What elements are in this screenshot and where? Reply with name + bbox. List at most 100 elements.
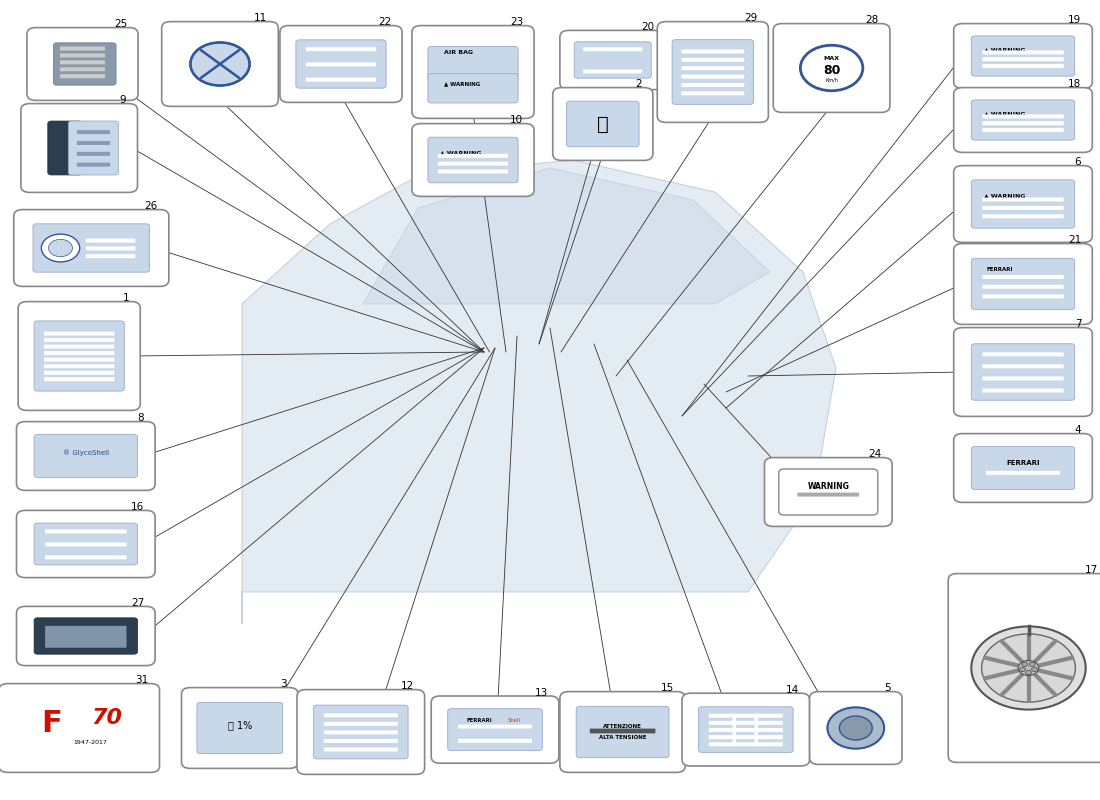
FancyBboxPatch shape — [954, 166, 1092, 242]
FancyBboxPatch shape — [448, 709, 542, 750]
FancyBboxPatch shape — [306, 78, 376, 82]
FancyBboxPatch shape — [982, 128, 1064, 132]
FancyBboxPatch shape — [44, 378, 114, 382]
Circle shape — [827, 707, 884, 749]
FancyBboxPatch shape — [681, 74, 745, 78]
Text: AIR BAG: AIR BAG — [443, 50, 473, 55]
FancyBboxPatch shape — [798, 493, 859, 497]
FancyBboxPatch shape — [34, 321, 124, 391]
Text: 25: 25 — [113, 19, 127, 29]
Text: 11: 11 — [254, 13, 267, 23]
FancyBboxPatch shape — [954, 23, 1092, 88]
Circle shape — [48, 239, 73, 257]
FancyBboxPatch shape — [182, 687, 298, 768]
Text: 6: 6 — [1075, 157, 1081, 167]
FancyBboxPatch shape — [982, 352, 1064, 356]
FancyBboxPatch shape — [773, 23, 890, 112]
FancyBboxPatch shape — [77, 130, 110, 134]
FancyBboxPatch shape — [60, 46, 104, 50]
Text: 18: 18 — [1068, 79, 1081, 90]
FancyBboxPatch shape — [708, 742, 783, 746]
Text: 10: 10 — [510, 115, 524, 125]
FancyBboxPatch shape — [45, 555, 126, 559]
FancyBboxPatch shape — [971, 258, 1075, 310]
FancyBboxPatch shape — [297, 690, 425, 774]
Text: 26: 26 — [144, 202, 158, 211]
FancyBboxPatch shape — [458, 725, 532, 729]
FancyBboxPatch shape — [438, 162, 508, 166]
FancyBboxPatch shape — [21, 104, 138, 193]
FancyBboxPatch shape — [982, 206, 1064, 210]
Text: 8: 8 — [138, 414, 144, 423]
Text: 28: 28 — [866, 15, 879, 25]
FancyBboxPatch shape — [279, 26, 403, 102]
Text: 13: 13 — [535, 687, 548, 698]
FancyBboxPatch shape — [77, 152, 110, 156]
FancyBboxPatch shape — [583, 47, 642, 51]
FancyBboxPatch shape — [708, 714, 783, 718]
FancyBboxPatch shape — [411, 123, 534, 196]
FancyBboxPatch shape — [34, 618, 138, 654]
Text: 20: 20 — [641, 22, 654, 32]
FancyBboxPatch shape — [0, 683, 160, 773]
FancyBboxPatch shape — [810, 691, 902, 765]
FancyBboxPatch shape — [45, 640, 126, 648]
FancyBboxPatch shape — [26, 27, 139, 100]
Polygon shape — [363, 168, 770, 304]
FancyBboxPatch shape — [583, 70, 642, 74]
Circle shape — [1019, 661, 1038, 675]
FancyBboxPatch shape — [431, 696, 559, 763]
FancyBboxPatch shape — [86, 238, 135, 242]
FancyBboxPatch shape — [971, 100, 1075, 140]
Circle shape — [42, 234, 79, 262]
FancyBboxPatch shape — [53, 43, 117, 85]
FancyBboxPatch shape — [68, 121, 119, 175]
FancyBboxPatch shape — [982, 114, 1064, 118]
Text: 31: 31 — [135, 675, 149, 685]
FancyBboxPatch shape — [44, 345, 114, 349]
Text: FERRARI: FERRARI — [987, 267, 1013, 272]
FancyBboxPatch shape — [682, 693, 810, 766]
FancyBboxPatch shape — [45, 633, 126, 641]
Text: 16: 16 — [131, 502, 144, 512]
FancyBboxPatch shape — [438, 154, 508, 158]
FancyBboxPatch shape — [982, 389, 1064, 393]
Circle shape — [1022, 662, 1027, 666]
Text: 3: 3 — [280, 679, 287, 689]
FancyBboxPatch shape — [708, 735, 783, 739]
Text: Km/h: Km/h — [825, 78, 838, 83]
FancyBboxPatch shape — [34, 434, 138, 478]
FancyBboxPatch shape — [982, 198, 1064, 202]
FancyBboxPatch shape — [982, 364, 1064, 368]
Text: 27: 27 — [131, 598, 144, 608]
Text: ▲ WARNING: ▲ WARNING — [443, 82, 480, 86]
FancyBboxPatch shape — [47, 121, 82, 175]
FancyBboxPatch shape — [764, 458, 892, 526]
FancyBboxPatch shape — [44, 351, 114, 355]
FancyBboxPatch shape — [574, 42, 651, 78]
FancyBboxPatch shape — [45, 530, 126, 534]
FancyBboxPatch shape — [14, 210, 169, 286]
FancyBboxPatch shape — [560, 691, 685, 773]
FancyBboxPatch shape — [681, 66, 745, 70]
FancyBboxPatch shape — [306, 47, 376, 51]
FancyBboxPatch shape — [438, 170, 508, 174]
Text: ▲ WARNING: ▲ WARNING — [440, 150, 481, 155]
FancyBboxPatch shape — [323, 747, 398, 751]
Text: 22: 22 — [377, 17, 392, 27]
Text: 70: 70 — [91, 709, 122, 728]
FancyBboxPatch shape — [982, 50, 1064, 54]
Circle shape — [839, 716, 872, 740]
Text: Shell: Shell — [508, 718, 521, 723]
FancyBboxPatch shape — [576, 706, 669, 758]
Text: ▲ WARNING: ▲ WARNING — [984, 194, 1026, 198]
FancyBboxPatch shape — [681, 50, 745, 54]
Text: 9: 9 — [120, 95, 127, 106]
FancyBboxPatch shape — [982, 377, 1064, 381]
FancyBboxPatch shape — [658, 22, 768, 122]
Text: MAX: MAX — [824, 56, 839, 61]
Text: 4: 4 — [1075, 426, 1081, 435]
Text: 𝗙: 𝗙 — [42, 710, 62, 738]
FancyBboxPatch shape — [60, 74, 104, 78]
Circle shape — [1032, 667, 1037, 671]
